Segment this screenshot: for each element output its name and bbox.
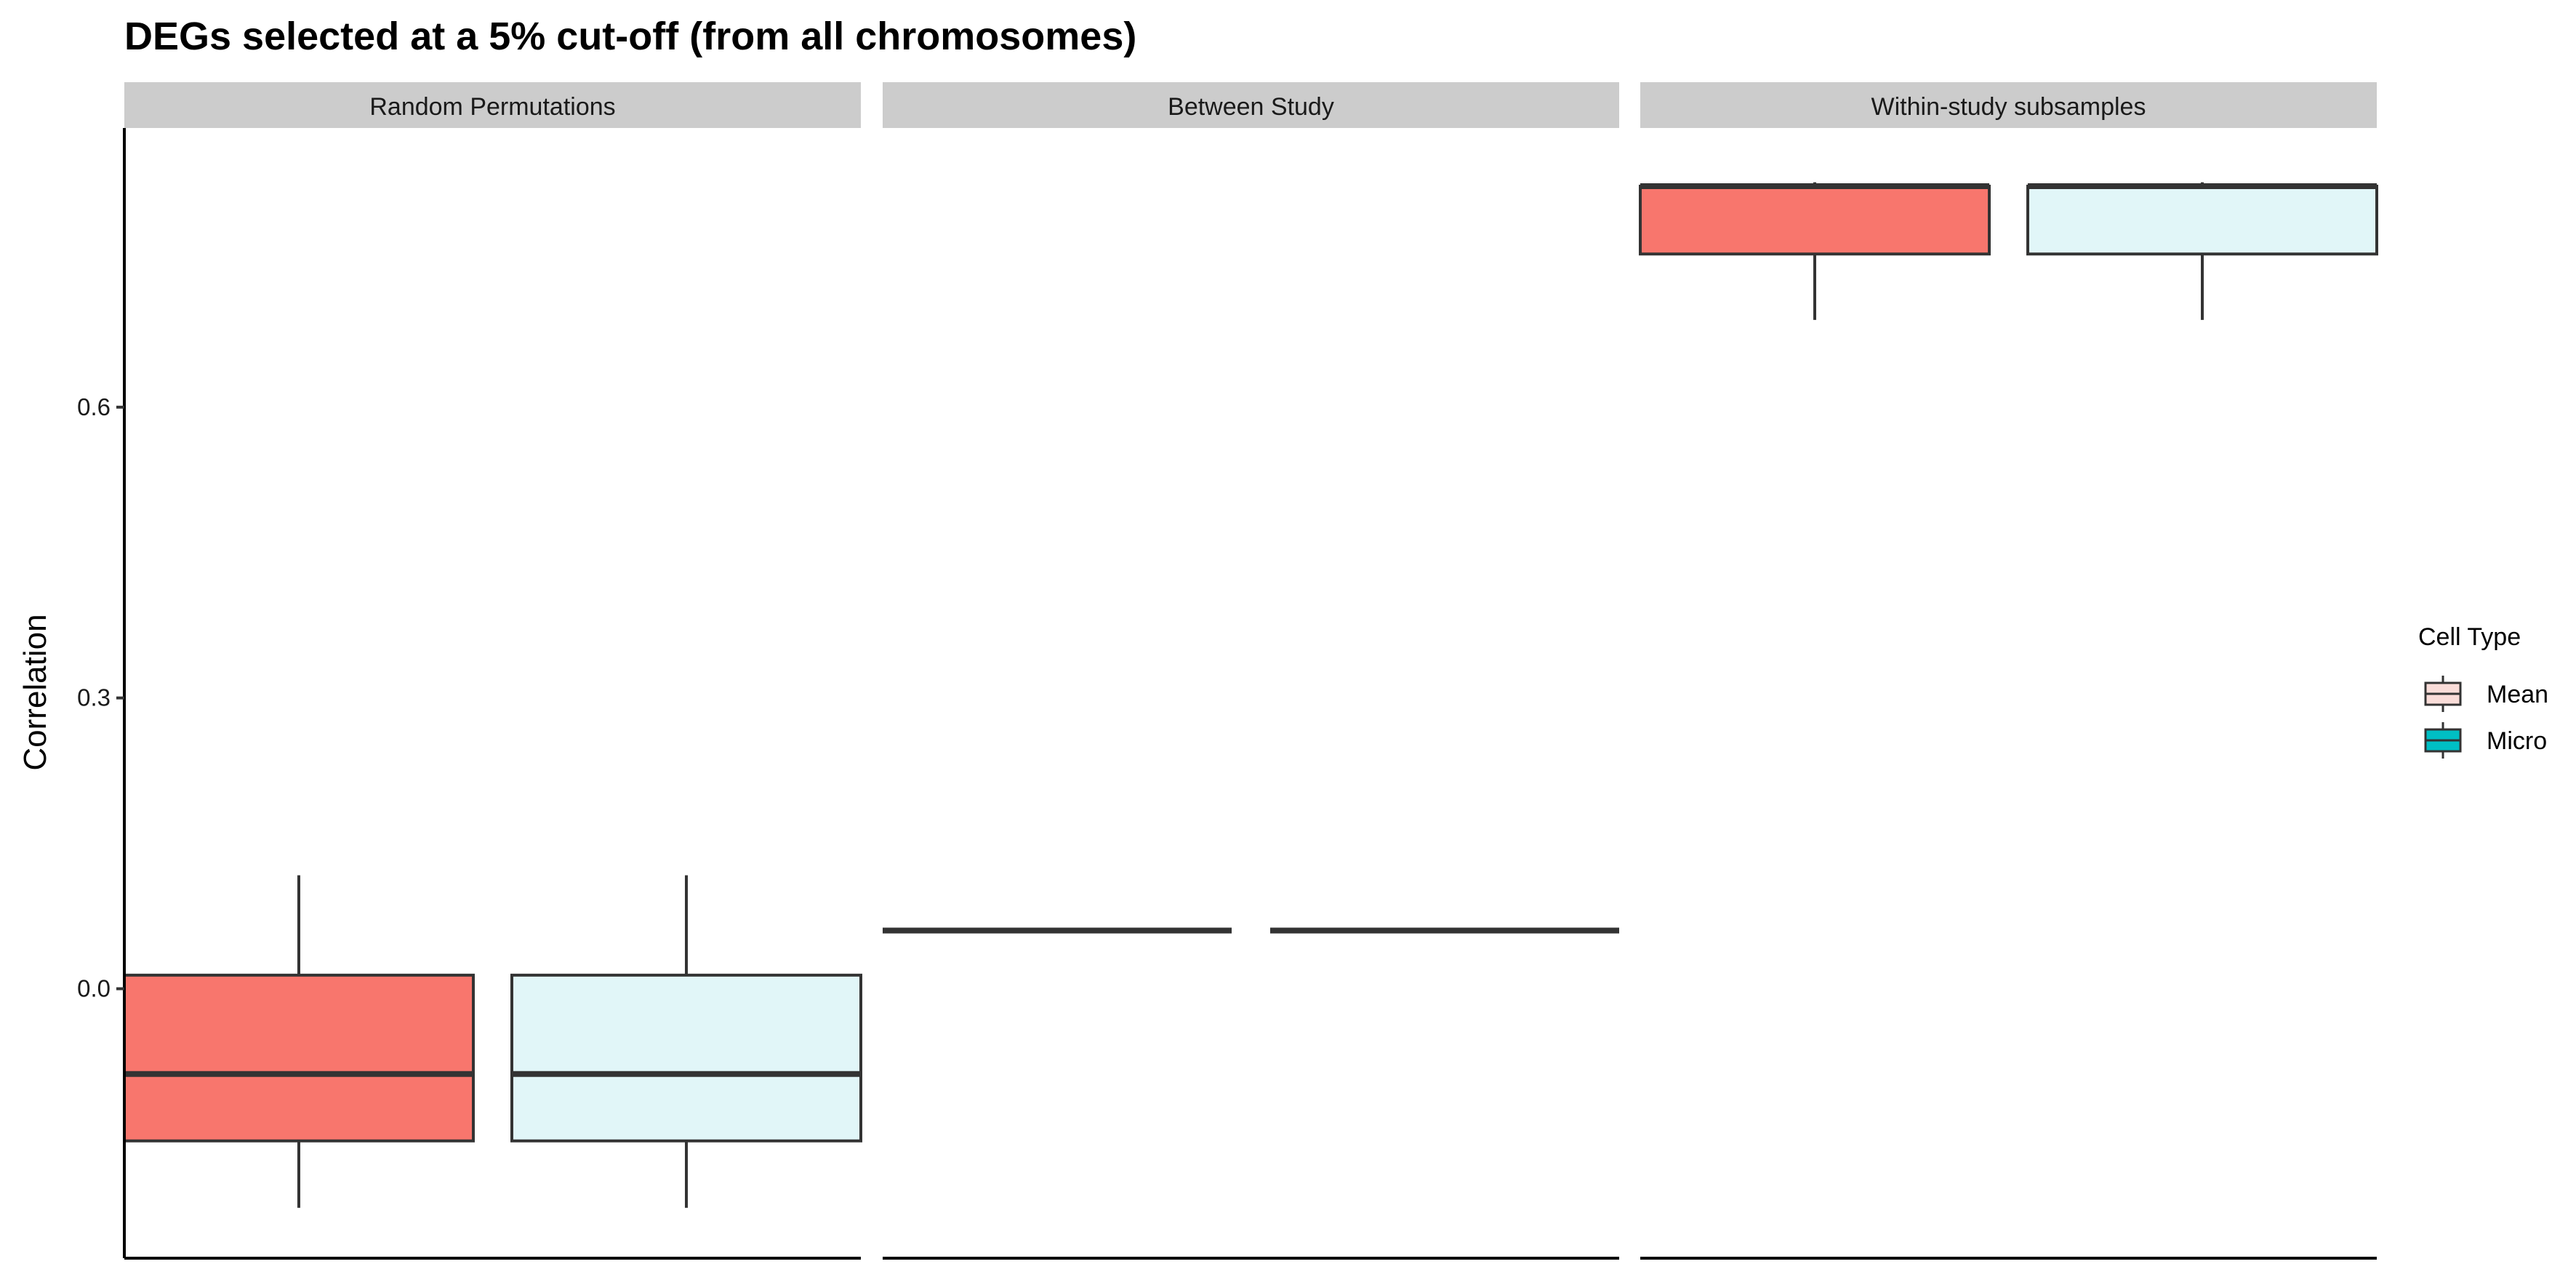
y-axis-title: Correlation [17, 614, 53, 770]
facet-label-between-study: Between Study [1168, 93, 1334, 121]
facet-strip-between-study [883, 82, 1619, 128]
chart-title: DEGs selected at a 5% cut-off (from all … [124, 15, 1136, 58]
legend-title: Cell Type [2418, 623, 2521, 651]
y-tick-label: 0.0 [77, 975, 111, 1001]
box-micro-random-permutations [510, 875, 862, 1208]
boxplots [123, 182, 2378, 1208]
axes: 0.0 0.3 0.6 [77, 128, 2377, 1260]
y-tick-label: 0.6 [77, 393, 111, 420]
box-mean-within-study-subsamples [1639, 182, 1991, 320]
box-body [1639, 184, 1991, 256]
legend-item-micro: Micro [2424, 722, 2547, 759]
facet-label-within-study-subsamples: Within-study subsamples [1871, 93, 2146, 121]
facet-strips: Random Permutations Between Study Within-s… [124, 82, 2377, 128]
y-tick-label: 0.3 [77, 684, 111, 711]
facet-strip-random-permutations [124, 82, 861, 128]
legend-label: Micro [2487, 727, 2547, 755]
legend-item-mean: Mean [2424, 676, 2548, 712]
legend-label: Mean [2487, 681, 2548, 708]
box-body [123, 973, 475, 1143]
facet-label-random-permutations: Random Permutations [369, 93, 615, 121]
legend: Cell Type Mean Micro [2418, 623, 2548, 759]
box-mean-random-permutations [123, 875, 475, 1208]
facet-strip-within-study-subsamples [1640, 82, 2377, 128]
box-body [2026, 184, 2378, 256]
box-micro-within-study-subsamples [2026, 182, 2378, 320]
box-body [510, 973, 862, 1143]
